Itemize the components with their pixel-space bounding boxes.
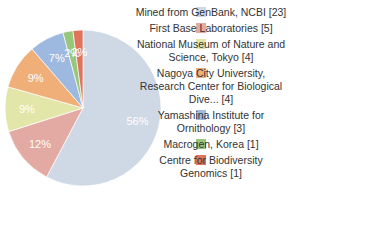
svg-text:Centre for BiodiversityGenomic: Centre for BiodiversityGenomics [1] <box>159 154 263 179</box>
svg-text:Nagoya City University,Researc: Nagoya City University,Research Center f… <box>140 67 282 105</box>
svg-text:7%: 7% <box>49 52 65 64</box>
svg-text:Macrogen, Korea [1]: Macrogen, Korea [1] <box>163 138 258 150</box>
svg-text:56%: 56% <box>126 115 148 127</box>
svg-text:9%: 9% <box>28 72 44 84</box>
svg-text:2%: 2% <box>71 46 87 58</box>
svg-text:First Base Laboratories [5]: First Base Laboratories [5] <box>149 22 272 34</box>
svg-text:12%: 12% <box>29 138 51 150</box>
svg-text:9%: 9% <box>19 103 35 115</box>
svg-text:National Museum of Nature andS: National Museum of Nature andScience, To… <box>137 38 285 63</box>
svg-text:Yamashina Institute forOrnitho: Yamashina Institute forOrnithology [3] <box>158 109 265 134</box>
svg-text:Mined from GenBank, NCBI [23]: Mined from GenBank, NCBI [23] <box>136 6 287 18</box>
